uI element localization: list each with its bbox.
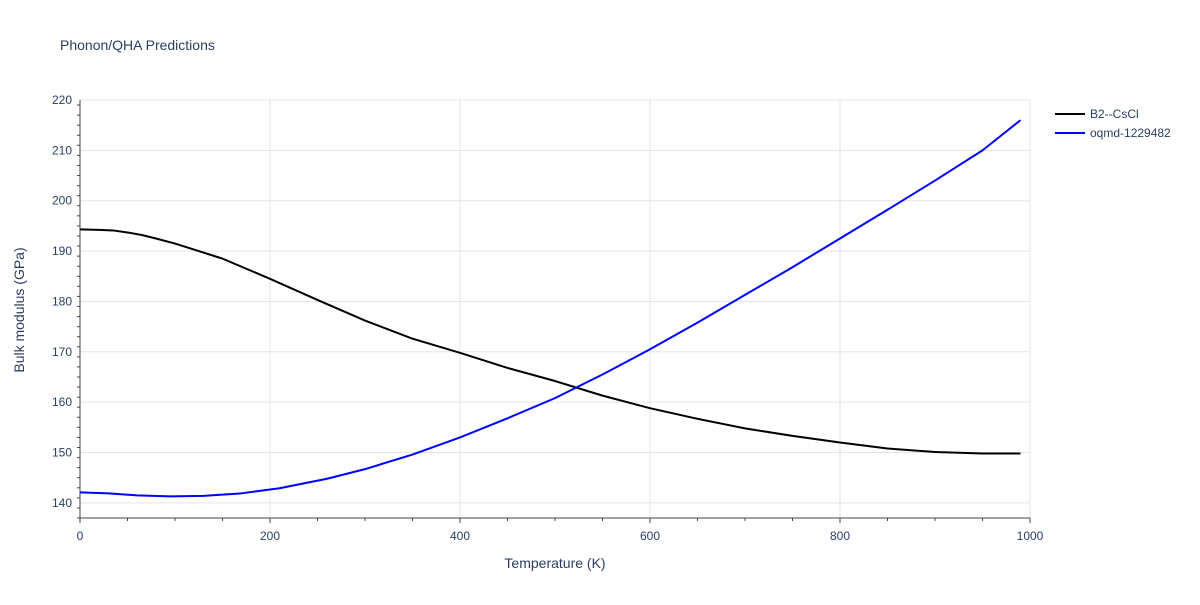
chart-title: Phonon/QHA Predictions (60, 37, 215, 53)
axes: 0 200 400 600 800 1000 140 150 160 170 180 190 200 21… (52, 93, 1044, 543)
x-tick-label: 0 (77, 529, 84, 543)
grid-lines (80, 99, 1031, 518)
legend-label: B2--CsCl (1090, 107, 1139, 121)
legend[interactable]: B2--CsCl oqmd-1229482 (1055, 107, 1171, 140)
y-tick-label: 150 (52, 446, 72, 460)
x-axis-label: Temperature (K) (504, 555, 605, 571)
legend-item-1[interactable]: B2--CsCl (1055, 107, 1139, 121)
y-axis-label: Bulk modulus (GPa) (11, 247, 27, 372)
y-tick-label: 200 (52, 194, 72, 208)
legend-label: oqmd-1229482 (1090, 126, 1171, 140)
x-tick-label: 800 (830, 529, 850, 543)
legend-item-2[interactable]: oqmd-1229482 (1055, 126, 1171, 140)
series-lines (79, 119, 1022, 498)
x-tick-label: 200 (260, 529, 280, 543)
series-line-2 (79, 119, 1022, 498)
y-tick-label: 190 (52, 244, 72, 258)
x-tick-label: 400 (450, 529, 470, 543)
y-tick-label: 210 (52, 143, 72, 157)
x-tick-label: 600 (640, 529, 660, 543)
y-tick-label: 160 (52, 395, 72, 409)
y-tick-label: 180 (52, 294, 72, 308)
x-tick-label: 1000 (1017, 529, 1044, 543)
y-tick-label: 220 (52, 93, 72, 107)
y-tick-label: 140 (52, 496, 72, 510)
series-line-1 (79, 228, 1021, 455)
y-tick-label: 170 (52, 345, 72, 359)
